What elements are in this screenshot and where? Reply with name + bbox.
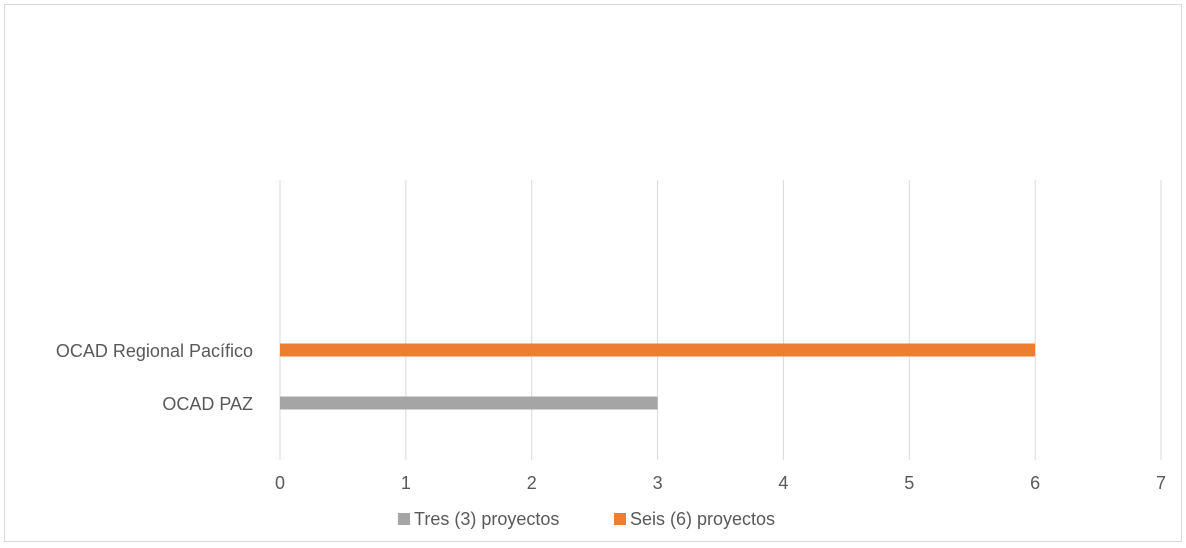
gridlines [279,180,1162,460]
bar-ocad-regional-pacifico [280,343,1036,357]
bars [280,343,1036,410]
legend-swatch [398,513,410,525]
legend-swatch [614,513,626,525]
x-tick-label: 1 [401,473,411,493]
y-category-label: OCAD Regional Pacífico [56,341,253,361]
x-tick-label: 7 [1156,473,1166,493]
legend-label: Tres (3) proyectos [414,509,559,529]
bar-ocad-paz [280,396,658,410]
legend: Tres (3) proyectos Seis (6) proyectos [398,509,775,529]
x-tick-label: 2 [527,473,537,493]
x-axis-tick-labels: 0 1 2 3 4 5 6 7 [275,473,1166,493]
legend-label: Seis (6) proyectos [630,509,775,529]
x-tick-label: 0 [275,473,285,493]
y-axis-labels: OCAD PAZ OCAD Regional Pacífico [56,341,253,414]
x-tick-label: 3 [653,473,663,493]
x-tick-label: 6 [1030,473,1040,493]
x-tick-label: 5 [904,473,914,493]
y-category-label: OCAD PAZ [162,394,253,414]
x-tick-label: 4 [778,473,788,493]
